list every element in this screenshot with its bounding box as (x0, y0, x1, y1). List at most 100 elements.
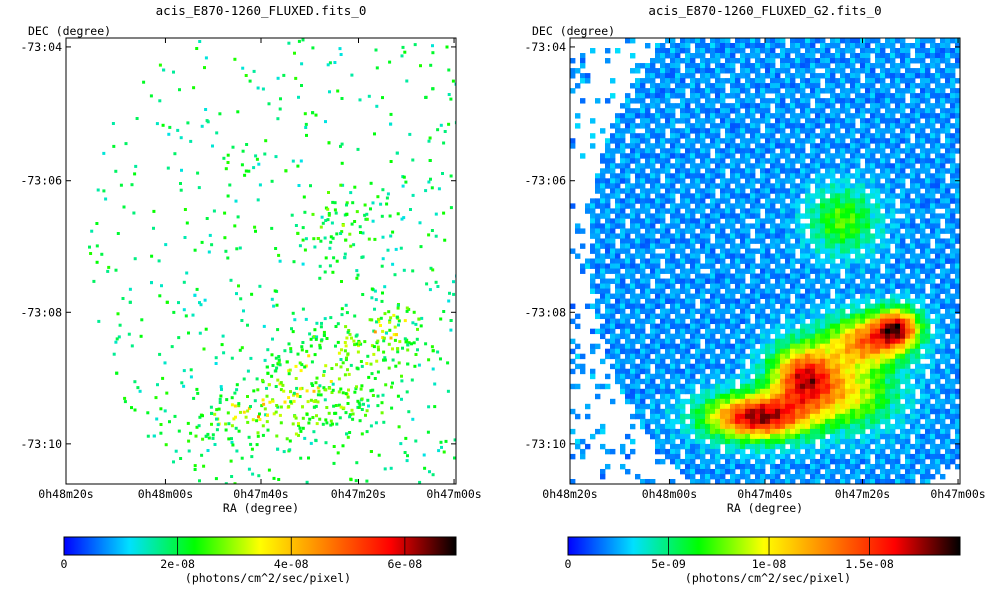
heatmap-cell (159, 407, 162, 410)
heatmap-cell (830, 223, 835, 228)
heatmap-cell (940, 344, 945, 349)
heatmap-cell (810, 143, 815, 148)
heatmap-cell (845, 203, 850, 208)
heatmap-cell (875, 73, 880, 78)
heatmap-cell (930, 78, 935, 83)
heatmap-cell (880, 63, 885, 68)
heatmap-cell (615, 203, 620, 208)
heatmap-cell (930, 88, 935, 93)
heatmap-cell (645, 193, 650, 198)
heatmap-cell (710, 118, 715, 123)
heatmap-cell (760, 253, 765, 258)
heatmap-cell (775, 113, 780, 118)
heatmap-cell (295, 377, 298, 380)
heatmap-cell (825, 319, 830, 324)
heatmap-cell (266, 348, 269, 351)
heatmap-cell (920, 334, 925, 339)
heatmap-cell (402, 46, 405, 49)
heatmap-cell (695, 248, 700, 253)
heatmap-cell (217, 423, 220, 426)
heatmap-cell (404, 181, 407, 184)
heatmap-cell (620, 133, 625, 138)
heatmap-cell (670, 289, 675, 294)
heatmap-cell (610, 309, 615, 314)
heatmap-cell (925, 258, 930, 263)
heatmap-cell (755, 248, 760, 253)
heatmap-cell (915, 334, 920, 339)
heatmap-cell (630, 68, 635, 73)
heatmap-cell (280, 381, 283, 384)
heatmap-cell (635, 238, 640, 243)
heatmap-cell (695, 198, 700, 203)
heatmap-cell (740, 98, 745, 103)
heatmap-cell (935, 264, 940, 269)
heatmap-cell (730, 243, 735, 248)
heatmap-cell (840, 158, 845, 163)
heatmap-cell (795, 299, 800, 304)
heatmap-cell (249, 357, 252, 360)
heatmap-cell (720, 329, 725, 334)
heatmap-cell (815, 163, 820, 168)
heatmap-cell (680, 133, 685, 138)
heatmap-cell (235, 388, 238, 391)
y-ticks: -73:04-73:06-73:08-73:10 (20, 40, 456, 451)
heatmap-cell (920, 243, 925, 248)
heatmap-cell (855, 178, 860, 183)
heatmap-cell (880, 138, 885, 143)
heatmap-cell (775, 43, 780, 48)
heatmap-cell (850, 43, 855, 48)
heatmap-cell (820, 334, 825, 339)
heatmap-cell (900, 208, 905, 213)
heatmap-cell (750, 238, 755, 243)
heatmap-cell (303, 196, 306, 199)
heatmap-cell (785, 83, 790, 88)
heatmap-cell (645, 138, 650, 143)
heatmap-cell (440, 124, 443, 127)
heatmap-cell (304, 249, 307, 252)
heatmap-cell (730, 203, 735, 208)
heatmap-cell (920, 253, 925, 258)
heatmap-cell (198, 301, 201, 304)
heatmap-cell (880, 218, 885, 223)
heatmap-cell (730, 108, 735, 113)
heatmap-cell (600, 279, 605, 284)
heatmap-cell (870, 334, 875, 339)
heatmap-cell (104, 198, 107, 201)
heatmap-cell (640, 349, 645, 354)
heatmap-cell (645, 349, 650, 354)
heatmap-cell (770, 128, 775, 133)
heatmap-cell (306, 389, 309, 392)
heatmap-cell (690, 88, 695, 93)
heatmap-cell (114, 170, 117, 173)
heatmap-cell (860, 324, 865, 329)
heatmap-cell (885, 309, 890, 314)
heatmap-cell (620, 173, 625, 178)
heatmap-cell (820, 228, 825, 233)
heatmap-cell (885, 344, 890, 349)
heatmap-cell (845, 113, 850, 118)
heatmap-cell (318, 390, 321, 393)
heatmap-cell (670, 193, 675, 198)
heatmap-cell (895, 178, 900, 183)
heatmap-cell (935, 148, 940, 153)
heatmap-cell (690, 58, 695, 63)
heatmap-cell (945, 309, 950, 314)
heatmap-cell (860, 143, 865, 148)
heatmap-cell (810, 128, 815, 133)
heatmap-cell (321, 216, 324, 219)
heatmap-cell (815, 148, 820, 153)
heatmap-cell (685, 354, 690, 359)
heatmap-cell (940, 58, 945, 63)
heatmap-cell (775, 339, 780, 344)
heatmap-cell (600, 158, 605, 163)
heatmap-cell (925, 78, 930, 83)
heatmap-cell (374, 330, 377, 333)
heatmap-cell (431, 268, 434, 271)
heatmap-cell (725, 279, 730, 284)
heatmap-cell (730, 294, 735, 299)
heatmap-cell (710, 284, 715, 289)
heatmap-cell (241, 457, 244, 460)
heatmap-cell (710, 228, 715, 233)
heatmap-cell (920, 329, 925, 334)
heatmap-cell (840, 329, 845, 334)
